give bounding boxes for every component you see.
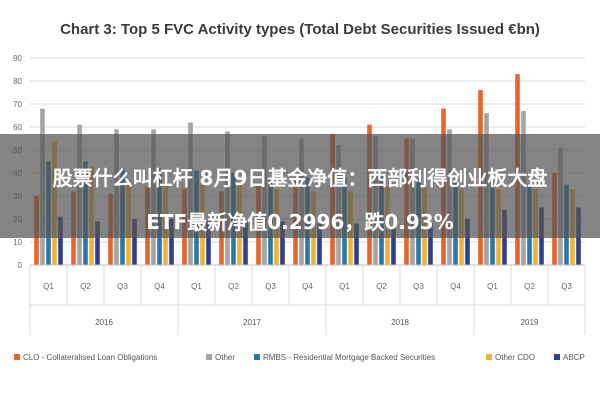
x-tick-label: Q3 <box>561 282 572 291</box>
year-label: 2016 <box>95 318 113 327</box>
bar <box>243 221 248 265</box>
x-tick-label: Q4 <box>302 282 313 291</box>
x-tick-label: Q2 <box>376 282 387 291</box>
x-axis-ticks: Q1 Q2 Q3 Q4 Q1 Q2 Q3 Q4 Q1 Q2 Q3 Q4 Q1 Q2 Q3 <box>29 264 586 305</box>
y-tick-label: 60 <box>13 123 22 132</box>
year-label: 2019 <box>521 318 539 327</box>
overlay-headline-line2: ETF最新净值0.2996，跌0.93% <box>146 210 454 234</box>
bar <box>428 223 433 265</box>
x-tick-label: Q4 <box>450 282 461 291</box>
y-tick-label: 70 <box>13 100 22 109</box>
legend-swatch <box>206 354 212 360</box>
bar <box>465 219 470 265</box>
chart-title: Chart 3: Top 5 FVC Activity types (Total… <box>60 21 540 38</box>
bar <box>169 219 174 265</box>
x-tick-label: Q1 <box>43 282 54 291</box>
x-tick-label: Q4 <box>154 282 165 291</box>
legend-swatch <box>254 354 260 360</box>
x-tick-label: Q2 <box>80 282 91 291</box>
x-tick-label: Q3 <box>413 282 424 291</box>
overlay-headline-line1: 股票什么叫杠杆 8月9日基金净值：西部利得创业板大盘 <box>52 166 548 190</box>
x-tick-label: Q3 <box>117 282 128 291</box>
legend-swatch <box>486 354 492 360</box>
legend-label: Other <box>215 353 235 362</box>
legend-label: ABCP <box>563 353 585 362</box>
year-label: 2017 <box>243 318 261 327</box>
bar <box>391 225 396 265</box>
x-tick-label: Q1 <box>339 282 350 291</box>
bar <box>206 219 211 265</box>
bar <box>317 223 322 265</box>
y-tick-label: 0 <box>18 261 23 270</box>
legend-label: CLO - Collateralised Loan Obligations <box>23 353 157 362</box>
x-tick-label: Q1 <box>191 282 202 291</box>
y-tick-label: 10 <box>13 238 22 247</box>
bar <box>354 223 359 265</box>
y-tick-label: 80 <box>13 77 22 86</box>
legend-swatch <box>554 354 560 360</box>
bar <box>132 219 137 265</box>
x-tick-label: Q2 <box>228 282 239 291</box>
news-overlay-banner <box>0 134 600 238</box>
x-tick-label: Q3 <box>265 282 276 291</box>
year-label: 2018 <box>391 318 409 327</box>
x-tick-label: Q1 <box>487 282 498 291</box>
legend: CLO - Collateralised Loan Obligations Oth… <box>14 353 585 362</box>
bar <box>58 216 63 265</box>
bar <box>280 221 285 265</box>
x-tick-label: Q2 <box>524 282 535 291</box>
legend-swatch <box>14 354 20 360</box>
y-tick-label: 90 <box>13 54 22 63</box>
bar <box>95 221 100 265</box>
legend-label: RMBS - Residential Mortgage Backed Secur… <box>263 353 435 362</box>
year-labels: 2016 2017 2018 2019 <box>29 304 586 335</box>
legend-label: Other CDO <box>495 353 535 362</box>
